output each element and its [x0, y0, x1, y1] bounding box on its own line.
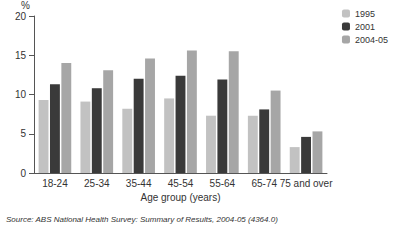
- svg-text:35-44: 35-44: [126, 178, 152, 189]
- svg-text:45-54: 45-54: [168, 178, 194, 189]
- svg-text:25-34: 25-34: [84, 178, 110, 189]
- svg-text:18-24: 18-24: [42, 178, 68, 189]
- svg-text:15: 15: [15, 50, 27, 61]
- svg-text:10: 10: [15, 89, 27, 100]
- svg-text:Age group (years): Age group (years): [140, 192, 220, 203]
- svg-text:Source: ABS National Health Su: Source: ABS National Health Survey: Summ…: [6, 215, 278, 224]
- svg-text:55-64: 55-64: [210, 178, 236, 189]
- svg-text:%: %: [21, 0, 30, 11]
- svg-text:1995: 1995: [355, 9, 375, 19]
- svg-text:20: 20: [15, 11, 27, 22]
- svg-text:2004-05: 2004-05: [355, 35, 388, 45]
- svg-text:5: 5: [20, 128, 26, 139]
- svg-text:75 and over: 75 and over: [280, 178, 333, 189]
- svg-text:65-74: 65-74: [251, 178, 277, 189]
- svg-text:2001: 2001: [355, 22, 375, 32]
- svg-text:0: 0: [20, 168, 26, 179]
